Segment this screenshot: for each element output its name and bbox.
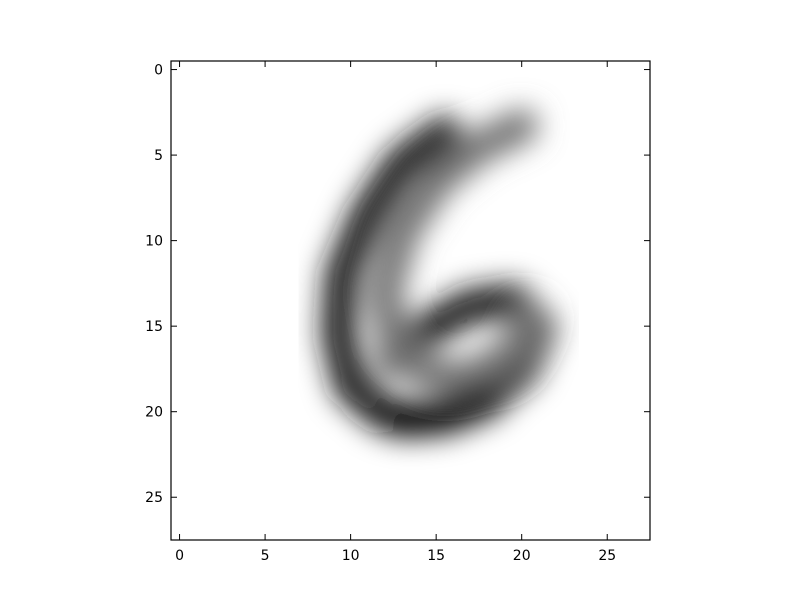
digit-strokes [321, 109, 556, 438]
x-tick-label: 25 [598, 548, 616, 564]
y-tick-label: 0 [154, 63, 163, 79]
x-tick-label: 10 [342, 548, 360, 564]
digit-stroke-2 [384, 382, 505, 438]
x-tick-label: 0 [175, 548, 184, 564]
y-axis-ticks: 0 5 10 15 20 25 [145, 63, 650, 506]
x-tick-label: 20 [513, 548, 531, 564]
y-tick-label: 15 [145, 319, 163, 335]
image-background [171, 61, 650, 540]
y-tick-label: 10 [145, 234, 163, 250]
x-axis-ticks: 0 5 10 15 20 25 [175, 61, 616, 564]
y-tick-label: 20 [145, 405, 163, 421]
x-tick-label: 5 [261, 548, 270, 564]
digit-stroke-1 [367, 109, 548, 395]
image-area [171, 61, 650, 540]
y-tick-label: 25 [145, 490, 163, 506]
y-tick-label: 5 [154, 148, 163, 164]
x-tick-label: 15 [427, 548, 445, 564]
axes-frame [170, 60, 651, 541]
